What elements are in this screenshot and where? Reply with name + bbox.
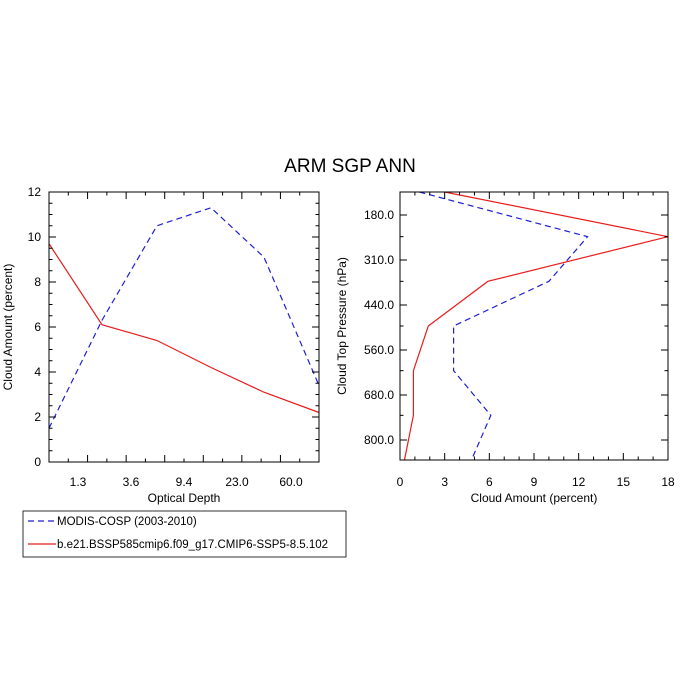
left-y-axis-label: Cloud Amount (percent) xyxy=(1,264,15,391)
legend: MODIS-COSP (2003-2010) b.e21.BSSP585cmip… xyxy=(22,510,347,558)
right-y-tick-label: 310.0 xyxy=(364,253,394,267)
left-x-tick-label: 60.0 xyxy=(279,475,303,489)
right-x-tick-label: 15 xyxy=(617,475,631,489)
right-x-tick-label: 6 xyxy=(486,475,493,489)
left-x-tick-label: 23.0 xyxy=(225,475,249,489)
left-series-line-model xyxy=(48,243,320,414)
left-x-tick-label: 1.3 xyxy=(70,475,87,489)
legend-box xyxy=(22,510,347,558)
right-y-axis-label: Cloud Top Pressure (hPa) xyxy=(335,257,349,395)
right-y-tick-label: 800.0 xyxy=(364,433,394,447)
legend-label-model: b.e21.BSSP585cmip6.f09_g17.CMIP6-SSP5-8.… xyxy=(57,539,328,551)
legend-label-obs: MODIS-COSP (2003-2010) xyxy=(57,516,197,528)
left-plot-frame xyxy=(48,191,320,463)
left-y-tick-label: 4 xyxy=(34,365,41,379)
left-x-tick-label: 9.4 xyxy=(176,475,193,489)
left-y-tick-label: 10 xyxy=(28,230,42,244)
left-panel: 0 2 4 6 8 10 12 1.3 3.6 9.4 23.0 60.0 Optical Depth… xyxy=(1,185,320,505)
right-x-tick-label: 12 xyxy=(572,475,586,489)
right-x-tick-label: 18 xyxy=(661,475,675,489)
left-y-tick-label: 0 xyxy=(34,455,41,469)
right-x-axis-label: Cloud Amount (percent) xyxy=(471,491,598,505)
right-x-tick-label: 9 xyxy=(531,475,538,489)
chart-title: ARM SGP ANN xyxy=(284,156,416,177)
left-x-axis-label: Optical Depth xyxy=(148,491,221,505)
left-x-tick-label: 3.6 xyxy=(123,475,140,489)
right-x-tick-label: 0 xyxy=(397,475,404,489)
right-y-tick-label: 440.0 xyxy=(364,298,394,312)
right-y-tick-label: 180.0 xyxy=(364,208,394,222)
right-series-line-obs xyxy=(419,191,589,461)
left-y-tick-label: 2 xyxy=(34,410,41,424)
left-y-tick-label: 12 xyxy=(28,185,42,199)
right-y-tick-label: 560.0 xyxy=(364,343,394,357)
right-panel: 0 3 6 9 12 15 18 180.0 310.0 440.0 560.0 680.0 800.0… xyxy=(335,191,675,505)
right-x-tick-label: 3 xyxy=(441,475,448,489)
left-y-tick-label: 8 xyxy=(34,275,41,289)
right-plot-frame xyxy=(399,191,669,461)
left-y-tick-label: 6 xyxy=(34,320,41,334)
right-y-tick-label: 680.0 xyxy=(364,388,394,402)
right-series-line-model xyxy=(403,191,669,461)
left-series-line-obs xyxy=(48,207,320,429)
